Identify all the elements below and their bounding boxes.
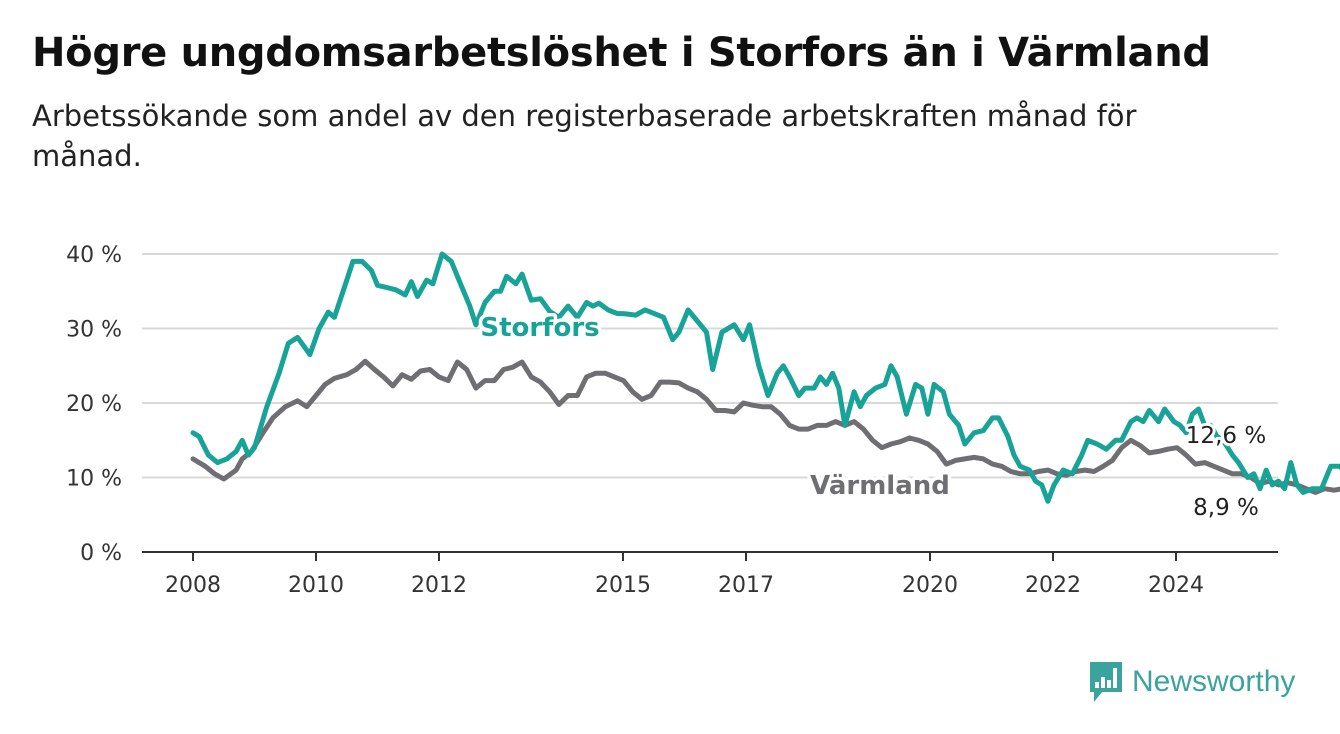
y-tick-label: 10 %: [66, 467, 122, 492]
x-tick-label: 2024: [1148, 573, 1204, 598]
y-tick-label: 30 %: [66, 318, 122, 343]
gridlines: [142, 253, 1278, 553]
series-name-label: Storfors: [480, 313, 599, 343]
brand-name: Newsworthy: [1132, 665, 1296, 698]
newsworthy-logo: Newsworthy: [1088, 660, 1295, 704]
series-line-1: [190, 358, 1340, 495]
y-tick-label: 40 %: [66, 243, 122, 268]
y-tick-label: 20 %: [66, 392, 122, 417]
series-end-label: 8,9 %: [1193, 495, 1259, 521]
chart-subtitle: Arbetssökande som andel av den registerb…: [32, 99, 1137, 174]
x-tick-label: 2017: [718, 573, 774, 598]
series-end-label: 12,6 %: [1186, 423, 1266, 449]
x-tick-label: 2020: [902, 573, 958, 598]
y-axis: 0 % 10 % 20 % 30 % 40 %: [66, 243, 122, 566]
series-name-label: Värmland: [810, 471, 950, 501]
x-tick-label: 2012: [411, 573, 467, 598]
series-line-0: [190, 251, 1340, 504]
bar-chart-logo-icon: [1090, 662, 1122, 702]
x-tick-label: 2022: [1025, 573, 1081, 598]
series-lines: [190, 251, 1340, 504]
y-tick-label: 0 %: [80, 541, 122, 566]
x-tick-label: 2010: [288, 573, 344, 598]
series-labels: Storfors Värmland 12,6 % 8,9 %: [477, 310, 1269, 525]
chart-title: Högre ungdomsarbetslöshet i Storfors än …: [32, 30, 1211, 76]
x-tick-label: 2008: [165, 573, 221, 598]
x-axis: 2008 2010 2012 2015 2017 2020 2022 2024: [165, 552, 1204, 598]
x-tick-label: 2015: [595, 573, 651, 598]
